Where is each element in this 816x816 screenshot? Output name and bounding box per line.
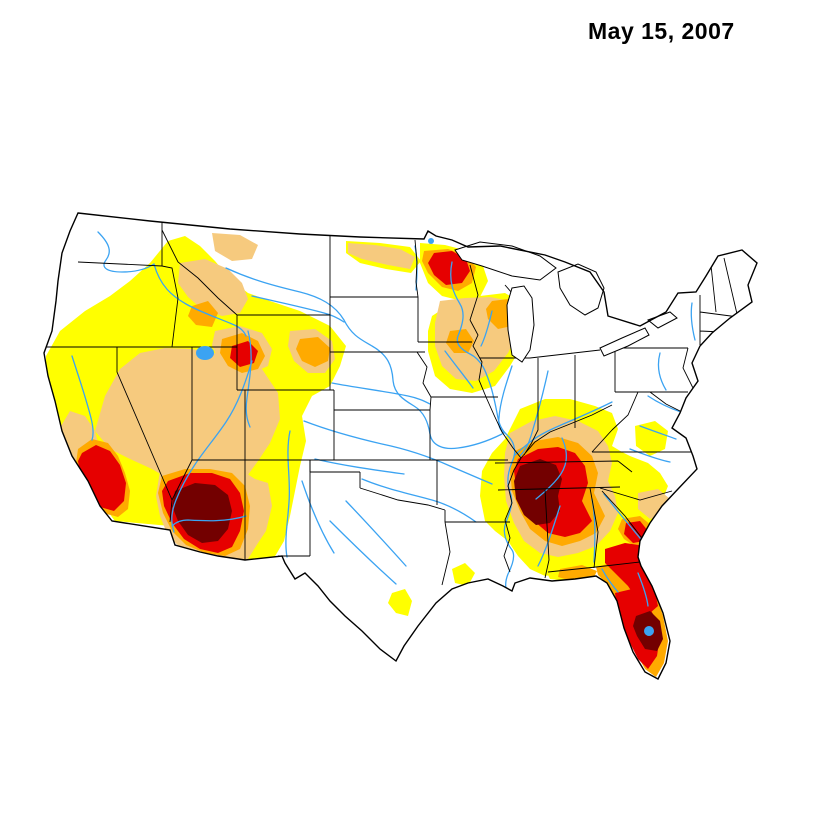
river-stjohns xyxy=(637,572,649,607)
drought-region-greatbasin-d1 xyxy=(95,348,280,499)
lake-ontario xyxy=(646,311,678,329)
lake-superior xyxy=(454,241,557,281)
drought-region-socal-d3 xyxy=(78,445,126,511)
river-pecos xyxy=(301,480,335,554)
river-ohio xyxy=(513,401,613,457)
river-roanoke xyxy=(629,448,671,463)
river-yellowstone xyxy=(251,295,345,323)
state-boundaries xyxy=(45,215,747,586)
state-border-lines-west xyxy=(45,215,335,562)
state-border-lines-plains xyxy=(245,239,510,586)
great-salt-lake xyxy=(196,346,214,360)
drought-region-iowa-minnesota-d2 xyxy=(446,329,474,353)
drought-region-nmontana-d1 xyxy=(212,233,258,261)
river-tennessee xyxy=(535,437,568,500)
lake-michigan xyxy=(506,285,535,363)
river-brazos xyxy=(345,500,407,567)
river-platte xyxy=(331,382,431,405)
us-country-outline xyxy=(43,212,758,680)
river-green xyxy=(245,330,252,428)
drought-region-virginia-d0 xyxy=(635,421,668,456)
river-sacramento xyxy=(71,355,94,441)
drought-region-minnesota-d3 xyxy=(428,251,470,285)
drought-region-alabama-d4 xyxy=(514,459,562,525)
drought-region-louisiana-d0 xyxy=(452,563,475,586)
river-alabama xyxy=(537,505,561,567)
river-wisconsin xyxy=(480,310,493,347)
river-snake xyxy=(153,263,247,337)
river-mississippi xyxy=(450,261,516,589)
drought-region-swmontana-d1 xyxy=(178,259,248,316)
small-lakes xyxy=(196,238,654,636)
river-gila xyxy=(171,515,247,527)
map-date-title: May 15, 2007 xyxy=(588,18,735,44)
river-suwannee xyxy=(601,568,619,593)
river-red xyxy=(361,478,477,523)
river-hudson xyxy=(690,302,696,341)
state-border-lines-east xyxy=(494,255,747,579)
rivers xyxy=(71,231,696,607)
river-wabash xyxy=(519,370,549,457)
river-colorado xyxy=(171,360,253,533)
river-texas-colorado xyxy=(329,520,397,585)
river-missouri xyxy=(225,267,503,450)
river-susquehanna xyxy=(657,352,667,391)
river-arkansas xyxy=(303,420,493,485)
river-potomac xyxy=(647,395,682,413)
river-james xyxy=(639,425,677,440)
river-desmoines xyxy=(444,350,474,389)
river-canadian xyxy=(314,458,405,475)
great-lakes xyxy=(454,241,678,363)
drought-region-northdakota-d1 xyxy=(348,243,415,269)
drought-region-centralwyoming-d2 xyxy=(296,337,330,367)
lake-of-the-woods xyxy=(428,238,434,244)
lake-okeechobee xyxy=(644,626,654,636)
drought-region-idaho-d2 xyxy=(188,301,218,327)
lake-erie xyxy=(599,327,650,357)
river-columbia xyxy=(97,231,155,273)
drought-region-arizona-d4 xyxy=(172,483,232,543)
drought-layers xyxy=(46,233,670,677)
river-riogrande xyxy=(285,430,291,558)
drought-region-southtexas-d0 xyxy=(388,589,412,616)
